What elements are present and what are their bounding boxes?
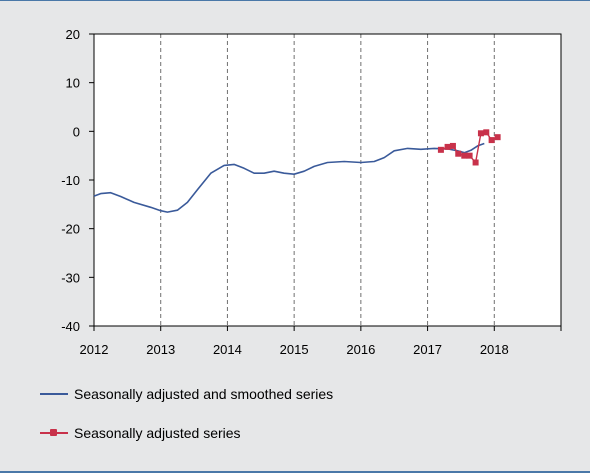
x-tick-label-2013: 2013 — [146, 342, 175, 357]
series-line-smoothed — [93, 142, 485, 213]
x-tick-label-2017: 2017 — [413, 342, 442, 357]
y-tick-label-0: 0 — [73, 124, 80, 139]
y-tick-label--40: -40 — [61, 319, 80, 334]
y-tick-label-10: 10 — [66, 76, 80, 91]
series-point-adjusted-7 — [477, 130, 484, 137]
legend-item-adjusted: Seasonally adjusted series — [40, 423, 241, 443]
legend-label-smoothed: Seasonally adjusted and smoothed series — [74, 386, 334, 402]
x-tick-label-2012: 2012 — [80, 342, 109, 357]
x-tick-label-2016: 2016 — [346, 342, 375, 357]
series-point-adjusted-10 — [494, 134, 501, 141]
legend-swatch-smoothed — [40, 387, 68, 401]
series-point-adjusted-5 — [466, 152, 473, 159]
series-point-adjusted-6 — [472, 159, 479, 166]
legend-item-smoothed: Seasonally adjusted and smoothed series — [40, 384, 333, 404]
series-point-adjusted-0 — [437, 146, 444, 153]
x-tick-label-2018: 2018 — [480, 342, 509, 357]
series-point-adjusted-3 — [455, 150, 462, 157]
x-tick-label-2014: 2014 — [213, 342, 242, 357]
y-tick-label--30: -30 — [61, 270, 80, 285]
series-point-adjusted-8 — [483, 129, 490, 136]
series-point-adjusted-9 — [488, 137, 495, 144]
legend-swatch-adjusted — [40, 426, 68, 440]
y-tick-label-20: 20 — [66, 27, 80, 42]
series-point-adjusted-2 — [449, 142, 456, 149]
x-tick-label-2015: 2015 — [280, 342, 309, 357]
legend-label-adjusted: Seasonally adjusted series — [74, 425, 241, 441]
y-tick-label--10: -10 — [61, 173, 80, 188]
series-point-adjusted-1 — [444, 143, 451, 150]
y-tick-label--20: -20 — [61, 222, 80, 237]
plot-area — [94, 34, 561, 326]
series-point-adjusted-4 — [461, 152, 468, 159]
